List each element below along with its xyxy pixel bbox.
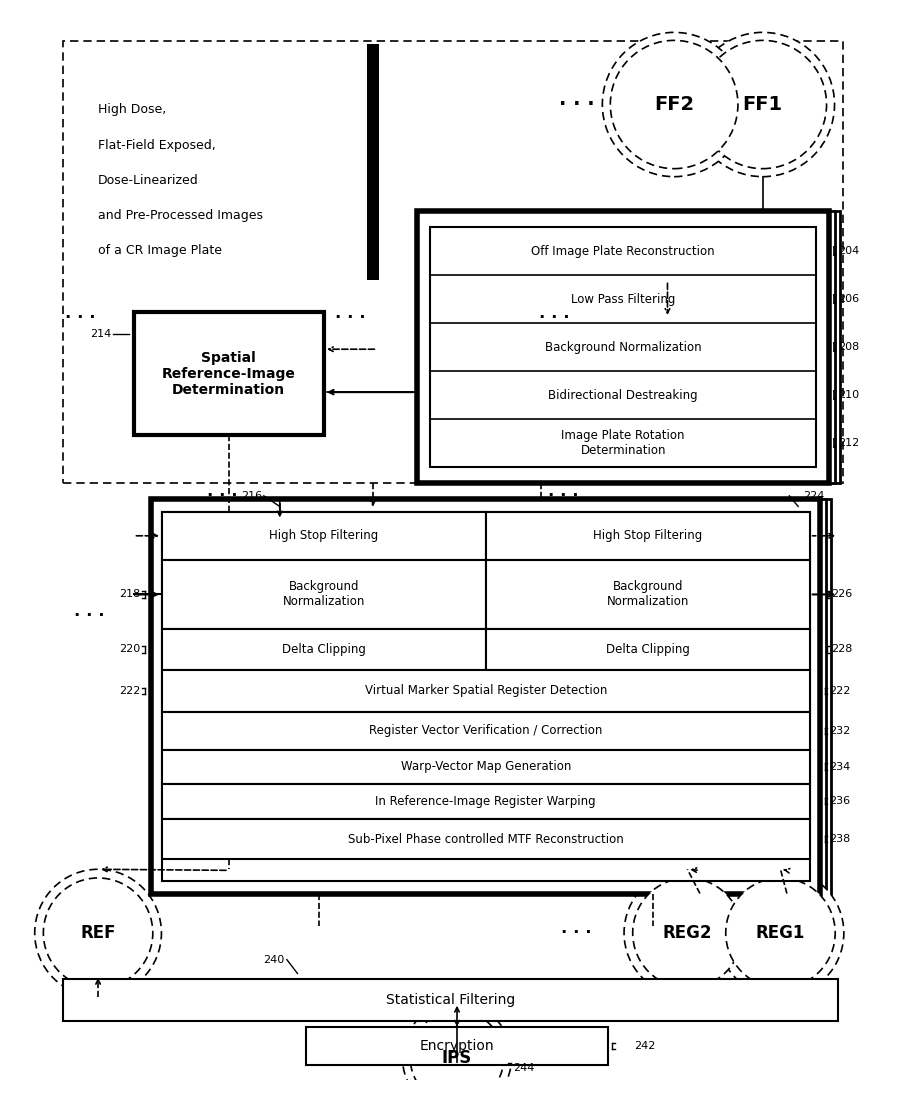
Text: Low Pass Filtering: Low Pass Filtering — [571, 292, 675, 305]
Text: Dose-Linearized: Dose-Linearized — [98, 174, 199, 187]
Bar — [162, 499, 831, 894]
Text: 218: 218 — [120, 590, 141, 600]
Text: · · ·: · · · — [561, 924, 592, 942]
Text: 236: 236 — [829, 796, 850, 806]
Bar — [162, 629, 486, 670]
Ellipse shape — [691, 33, 834, 176]
Text: High Stop Filtering: High Stop Filtering — [270, 529, 378, 543]
Bar — [422, 211, 834, 484]
Text: of a CR Image Plate: of a CR Image Plate — [98, 244, 222, 257]
Text: High Dose,: High Dose, — [98, 103, 166, 116]
Text: FF2: FF2 — [654, 95, 695, 114]
Bar — [486, 629, 810, 670]
Text: · · ·: · · · — [207, 487, 238, 504]
Ellipse shape — [43, 878, 153, 988]
Bar — [162, 512, 810, 881]
Text: 208: 208 — [838, 342, 859, 352]
Text: 226: 226 — [831, 590, 852, 600]
Ellipse shape — [410, 1011, 504, 1094]
Bar — [63, 979, 838, 1022]
Bar — [162, 670, 810, 712]
Bar — [367, 44, 379, 280]
Text: · · ·: · · · — [335, 309, 366, 327]
Bar — [162, 819, 810, 860]
Text: · · ·: · · · — [539, 309, 569, 327]
Text: Background
Normalization: Background Normalization — [607, 581, 689, 608]
Bar — [162, 783, 810, 819]
Text: Background
Normalization: Background Normalization — [282, 581, 365, 608]
Text: Background Normalization: Background Normalization — [545, 340, 701, 353]
Text: Statistical Filtering: Statistical Filtering — [386, 993, 515, 1008]
Ellipse shape — [35, 870, 162, 997]
Bar — [162, 512, 486, 560]
Text: 240: 240 — [263, 955, 284, 965]
Ellipse shape — [632, 878, 742, 988]
Text: Image Plate Rotation
Determination: Image Plate Rotation Determination — [561, 429, 685, 457]
Text: · · ·: · · · — [548, 487, 579, 504]
Bar — [133, 313, 324, 435]
Text: 214: 214 — [90, 329, 112, 339]
Text: 204: 204 — [838, 246, 859, 256]
Bar — [63, 40, 843, 484]
Text: In Reference-Image Register Warping: In Reference-Image Register Warping — [376, 795, 596, 807]
Text: REG2: REG2 — [663, 924, 712, 942]
Text: IPS: IPS — [441, 1049, 473, 1067]
Ellipse shape — [717, 870, 844, 997]
Bar — [306, 1027, 608, 1066]
Bar — [430, 228, 816, 467]
Text: · · ·: · · · — [558, 95, 594, 114]
Bar — [417, 211, 829, 484]
Text: Delta Clipping: Delta Clipping — [606, 643, 690, 656]
Text: 242: 242 — [634, 1041, 655, 1051]
Ellipse shape — [611, 40, 738, 168]
Text: High Stop Filtering: High Stop Filtering — [593, 529, 702, 543]
Text: FF1: FF1 — [743, 95, 782, 114]
Bar — [162, 749, 810, 783]
Text: 220: 220 — [120, 644, 141, 654]
Ellipse shape — [624, 870, 750, 997]
Text: REG1: REG1 — [756, 924, 805, 942]
Text: Flat-Field Exposed,: Flat-Field Exposed, — [98, 139, 216, 152]
Bar — [151, 499, 821, 894]
Text: 212: 212 — [838, 438, 859, 449]
Text: Bidirectional Destreaking: Bidirectional Destreaking — [548, 388, 698, 401]
Text: and Pre-Processed Images: and Pre-Processed Images — [98, 209, 263, 222]
Bar — [486, 512, 810, 560]
Text: 222: 222 — [119, 686, 141, 696]
Text: Off Image Plate Reconstruction: Off Image Plate Reconstruction — [531, 245, 715, 257]
Text: 234: 234 — [829, 761, 850, 771]
Text: Warp-Vector Map Generation: Warp-Vector Map Generation — [400, 760, 571, 773]
Text: Sub-Pixel Phase controlled MTF Reconstruction: Sub-Pixel Phase controlled MTF Reconstru… — [348, 833, 623, 846]
Text: Encryption: Encryption — [420, 1039, 494, 1054]
Text: 222: 222 — [829, 686, 851, 696]
Text: Virtual Marker Spatial Register Detection: Virtual Marker Spatial Register Detectio… — [365, 685, 607, 698]
Text: Register Vector Verification / Correction: Register Vector Verification / Correctio… — [369, 724, 602, 737]
Bar — [162, 712, 810, 749]
Ellipse shape — [726, 878, 835, 988]
Text: 232: 232 — [829, 726, 850, 736]
Ellipse shape — [699, 40, 826, 168]
Text: 206: 206 — [838, 294, 859, 304]
Text: · · ·: · · · — [74, 607, 104, 626]
Text: · · ·: · · · — [65, 309, 96, 327]
Text: REF: REF — [80, 924, 116, 942]
Ellipse shape — [602, 33, 746, 176]
Text: 216: 216 — [241, 491, 262, 501]
Bar — [156, 499, 825, 894]
Bar — [162, 560, 486, 629]
Bar — [486, 560, 810, 629]
Text: 210: 210 — [838, 391, 859, 400]
Text: 238: 238 — [829, 834, 850, 845]
Text: Spatial
Reference-Image
Determination: Spatial Reference-Image Determination — [162, 350, 296, 397]
Bar — [428, 211, 840, 484]
Text: Delta Clipping: Delta Clipping — [282, 643, 366, 656]
Text: 228: 228 — [831, 644, 853, 654]
Text: 244: 244 — [513, 1062, 535, 1072]
Text: 224: 224 — [802, 491, 824, 501]
Ellipse shape — [402, 1003, 512, 1094]
